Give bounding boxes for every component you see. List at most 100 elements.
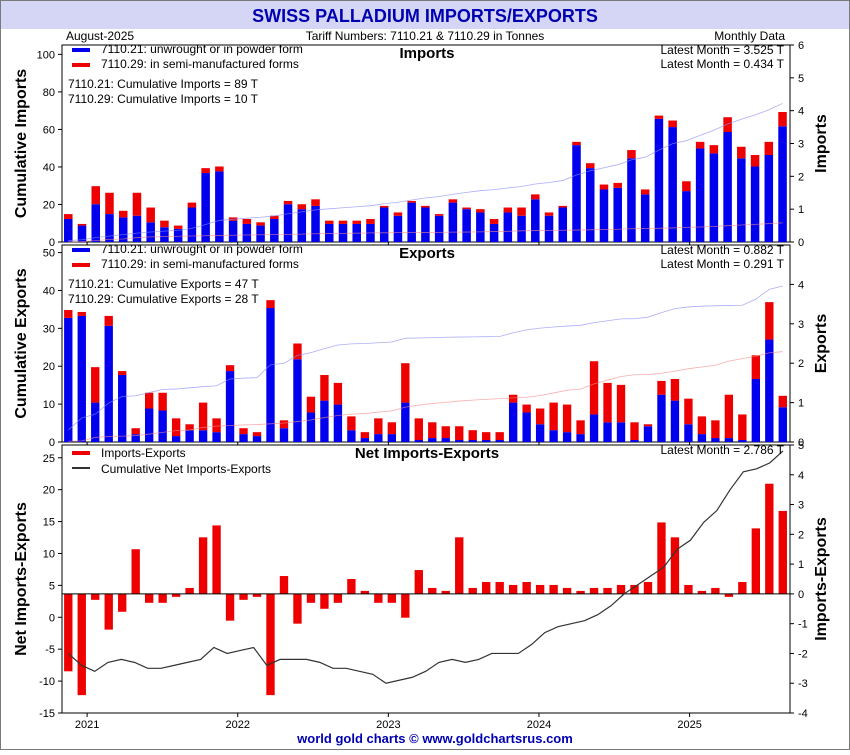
- bar-net: [576, 590, 585, 594]
- bar-net: [158, 593, 167, 603]
- bar-net: [212, 525, 221, 594]
- bar-7110-29: [414, 418, 423, 441]
- bar-7110-21: [77, 225, 87, 242]
- bar-net: [643, 581, 653, 594]
- cumulative-line-7110-21: [68, 285, 783, 431]
- bar-net: [508, 584, 518, 594]
- y-tick-label-left: 10: [43, 399, 55, 411]
- bar-net: [482, 581, 491, 594]
- bar-7110-29: [266, 300, 275, 309]
- y-tick-label-left: -10: [39, 676, 55, 688]
- bar-7110-29: [118, 371, 127, 376]
- bar-7110-29: [517, 207, 526, 216]
- bar-7110-29: [64, 214, 73, 220]
- x-tick-label: 2022: [225, 719, 249, 731]
- bar-7110-21: [640, 194, 650, 242]
- y-tick-label-left: 100: [37, 49, 55, 61]
- bar-7110-21: [306, 412, 316, 442]
- y-tick-label-left: 25: [43, 453, 55, 465]
- bar-7110-21: [239, 434, 248, 442]
- bar-net: [320, 593, 329, 609]
- bar-net: [697, 590, 707, 594]
- bar-net: [562, 587, 572, 594]
- y-tick-label-right: 1: [798, 204, 804, 216]
- y-tick-label-left: 5: [49, 580, 55, 592]
- bar-7110-21: [750, 166, 760, 242]
- bar-7110-21: [401, 402, 410, 442]
- bar-net: [64, 593, 73, 672]
- bar-net: [535, 584, 545, 594]
- bar-7110-29: [709, 145, 719, 154]
- bar-7110-29: [764, 141, 774, 155]
- bar-7110-21: [270, 219, 279, 242]
- bar-7110-29: [360, 432, 370, 439]
- bar-7110-29: [585, 163, 595, 169]
- bar-7110-29: [379, 205, 389, 208]
- bar-7110-21: [535, 424, 545, 442]
- bar-7110-29: [91, 367, 100, 403]
- bar-7110-29: [407, 200, 416, 203]
- bar-7110-29: [215, 166, 224, 172]
- y-tick-label-right: 5: [798, 440, 804, 452]
- bar-7110-29: [320, 375, 329, 401]
- bar-7110-29: [750, 154, 760, 167]
- bar-7110-29: [599, 184, 609, 190]
- y-axis-label-right: Imports: [813, 114, 830, 173]
- bar-7110-21: [266, 308, 275, 442]
- bar-net: [347, 579, 356, 594]
- bar-7110-29: [333, 382, 343, 405]
- bar-7110-21: [462, 209, 471, 242]
- bar-net: [185, 587, 194, 594]
- bar-net: [468, 587, 477, 594]
- latest-month-note: Latest Month = 0.882 T: [660, 243, 784, 257]
- bar-7110-21: [311, 205, 320, 242]
- bar-net: [765, 483, 774, 594]
- bar-7110-21: [158, 410, 167, 442]
- bar-7110-29: [455, 426, 464, 441]
- bar-net: [77, 593, 86, 696]
- y-tick-label-left: 20: [43, 361, 55, 373]
- bar-7110-21: [160, 227, 169, 242]
- legend-label: 7110.29: in semi-manufactured forms: [101, 57, 299, 71]
- bar-7110-29: [627, 150, 636, 159]
- bar-7110-21: [91, 402, 100, 442]
- bar-7110-29: [185, 424, 194, 431]
- bar-7110-29: [765, 302, 774, 340]
- y-tick-label-right: 2: [798, 171, 804, 183]
- bar-7110-29: [441, 426, 450, 439]
- bar-net: [387, 593, 397, 603]
- bar-7110-29: [132, 192, 142, 216]
- bar-7110-29: [366, 219, 375, 224]
- bar-net: [333, 593, 343, 603]
- bar-7110-29: [737, 146, 746, 159]
- x-tick-label: 2023: [376, 719, 400, 731]
- legend-swatch: [72, 263, 90, 267]
- bar-7110-29: [657, 380, 666, 395]
- bar-7110-21: [558, 207, 568, 242]
- bar-net: [360, 590, 370, 594]
- bar-7110-29: [297, 204, 307, 210]
- bar-net: [738, 581, 747, 594]
- bar-7110-21: [723, 132, 732, 242]
- bar-7110-29: [508, 394, 518, 403]
- bar-7110-29: [352, 220, 361, 224]
- legend-label: Imports-Exports: [101, 446, 186, 460]
- bar-net: [131, 549, 140, 594]
- bar-7110-21: [64, 317, 73, 442]
- legend-swatch: [72, 451, 90, 455]
- y-tick-label-left: 80: [43, 87, 55, 99]
- bar-7110-21: [279, 428, 289, 442]
- bar-7110-29: [201, 168, 210, 174]
- bar-7110-29: [64, 310, 73, 318]
- cumulative-note: 7110.21: Cumulative Exports = 47 T: [68, 277, 259, 291]
- bar-7110-21: [764, 154, 774, 242]
- title-band: [1, 1, 849, 29]
- bar-7110-29: [428, 422, 437, 439]
- bar-7110-29: [306, 396, 316, 413]
- bar-7110-21: [643, 426, 653, 442]
- bar-7110-29: [293, 343, 302, 360]
- bar-7110-29: [158, 392, 167, 411]
- bar-7110-21: [468, 440, 477, 442]
- bar-7110-29: [374, 418, 383, 435]
